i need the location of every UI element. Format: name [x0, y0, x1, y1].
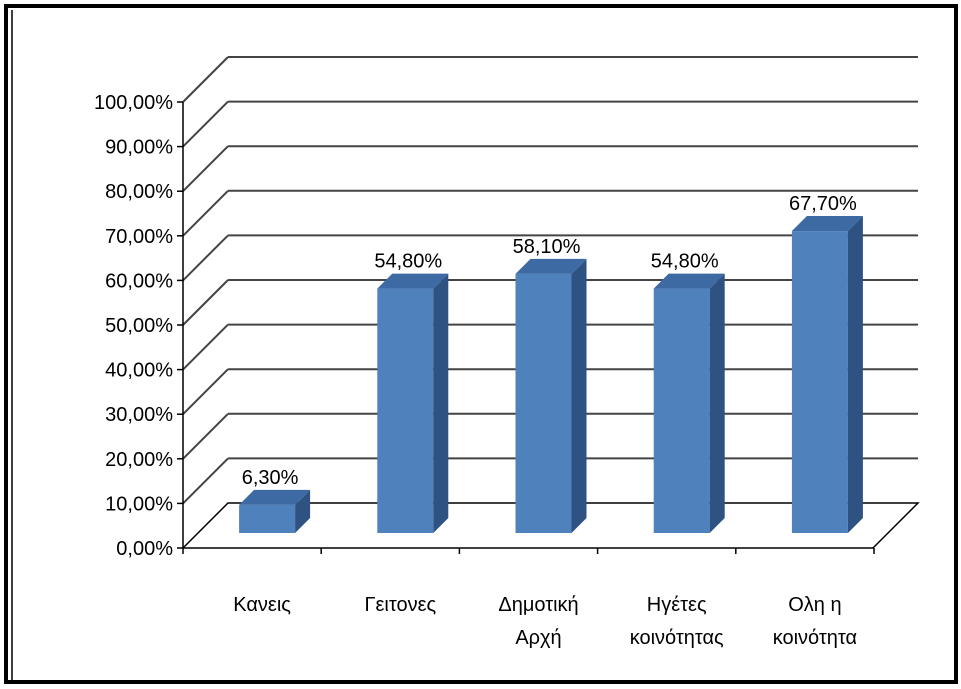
bar-front-4 [791, 231, 848, 534]
bar-4 [791, 216, 863, 534]
y-tick-label-30: 30,00% [105, 404, 173, 426]
bar-side-0 [295, 489, 311, 533]
y-tick-label-90: 90,00% [105, 137, 173, 159]
category-label-4-line-1: κοινότητα [773, 627, 857, 649]
gridline-side-50 [182, 279, 229, 326]
category-label-0: Κανεις [233, 594, 291, 616]
gridline-side-60 [182, 234, 229, 282]
y-tick-label-40: 40,00% [105, 360, 173, 382]
bar-top-2 [515, 258, 587, 274]
bar-side-1 [433, 273, 449, 533]
gridline-side-90 [182, 100, 229, 148]
bar-front-0 [239, 504, 296, 533]
gridline-side-100 [182, 56, 229, 103]
y-tick-label-100: 100,00% [94, 92, 173, 114]
category-label-3-line-1: κοινότητας [630, 627, 724, 649]
bar-side-2 [571, 258, 587, 533]
y-tick-label-70: 70,00% [105, 226, 173, 248]
gridline-side-10 [182, 457, 229, 505]
category-label-4-line-0: Ολη η [788, 594, 841, 616]
bar-front-2 [515, 273, 572, 533]
bar-3 [653, 273, 725, 533]
bar-top-1 [377, 273, 449, 289]
gridline-side-80 [182, 145, 229, 192]
bar-top-3 [653, 273, 725, 289]
category-label-3-line-0: Ηγέτες [647, 594, 707, 616]
category-label-2-line-1: Αρχή [515, 627, 561, 649]
bar-front-3 [653, 288, 710, 533]
chart-border [4, 4, 958, 684]
y-tick-label-60: 60,00% [105, 270, 173, 292]
category-label-2-line-0: Δημοτική [498, 594, 578, 616]
bar-1 [377, 273, 449, 533]
bar-side-4 [847, 216, 863, 534]
data-label-0: 6,30% [242, 467, 299, 489]
bar-2 [515, 258, 587, 533]
data-label-4: 67,70% [789, 193, 857, 215]
y-tick-label-20: 20,00% [105, 449, 173, 471]
category-label-1: Γειτονες [364, 594, 436, 616]
gridline-side-30 [182, 368, 229, 415]
y-tick-label-0: 0,00% [116, 538, 173, 560]
bar-top-4 [791, 216, 863, 232]
y-tick-label-80: 80,00% [105, 181, 173, 203]
bar-0 [239, 489, 311, 533]
gridline-side-40 [182, 323, 229, 371]
gridline-side-20 [182, 413, 229, 460]
bar-top-0 [239, 489, 311, 505]
bar-front-1 [377, 288, 434, 533]
data-label-1: 54,80% [374, 251, 442, 273]
y-tick-label-50: 50,00% [105, 315, 173, 337]
data-label-2: 58,10% [513, 236, 581, 258]
bar-side-3 [709, 273, 725, 533]
y-tick-label-10: 10,00% [105, 493, 173, 515]
data-label-3: 54,80% [651, 251, 719, 273]
gridline-side-70 [182, 190, 229, 237]
